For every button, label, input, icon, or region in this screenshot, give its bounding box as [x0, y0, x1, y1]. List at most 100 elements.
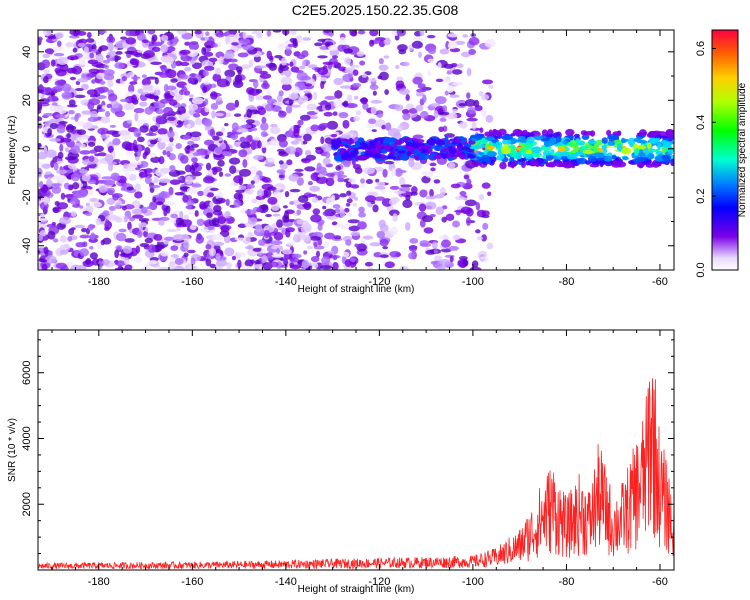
spectrogram-signal-mark: [495, 141, 501, 149]
spectrogram-noise-mark: [204, 98, 209, 106]
spectrogram-signal-mark: [585, 130, 593, 136]
spectrogram-noise-mark: [43, 195, 49, 205]
spectrogram-noise-mark: [433, 110, 439, 119]
spectrogram-noise-mark: [254, 259, 261, 265]
spectrogram-noise-mark: [372, 90, 377, 96]
spectrogram-noise-mark: [87, 101, 95, 110]
spectrogram-noise-mark: [277, 110, 287, 117]
spectrogram-signal-mark: [550, 149, 555, 154]
spectrogram-noise-mark: [217, 159, 225, 167]
spectrogram-y-tick-label: 0: [21, 146, 33, 152]
spectrogram-signal-mark: [475, 144, 486, 149]
spectrogram-noise-mark: [224, 123, 229, 127]
spectrogram-signal-mark: [444, 135, 449, 144]
spectrogram-noise-mark: [272, 213, 281, 217]
spectrogram-noise-mark: [331, 221, 338, 226]
spectrogram-noise-mark: [422, 94, 427, 103]
spectrogram-signal-mark: [529, 160, 539, 167]
spectrogram-noise-mark: [481, 109, 487, 118]
snr-y-axis-label: SNR (10 * v/v): [7, 418, 18, 482]
spectrogram-noise-mark: [368, 118, 377, 125]
spectrogram-noise-mark: [260, 122, 269, 131]
spectrogram-noise-mark: [158, 156, 165, 165]
spectrogram-noise-mark: [452, 220, 461, 228]
spectrogram-noise-mark: [209, 128, 216, 138]
spectrogram-noise-mark: [316, 166, 327, 173]
spectrogram-noise-mark: [367, 267, 374, 270]
spectrogram-noise-mark: [267, 196, 278, 205]
spectrogram-signal-mark: [574, 151, 586, 156]
spectrogram-noise-mark: [437, 265, 446, 270]
spectrogram-noise-mark: [286, 159, 293, 166]
spectrogram-noise-mark: [402, 113, 411, 121]
spectrogram-noise-mark: [186, 187, 199, 194]
spectrogram-noise-mark: [132, 214, 144, 219]
spectrogram-noise-mark: [325, 177, 335, 187]
spectrogram-noise-mark: [466, 117, 478, 122]
spectrogram-noise-mark: [283, 215, 290, 223]
spectrogram-noise-mark: [433, 249, 438, 255]
spectrogram-x-tick-label: -140: [275, 276, 297, 288]
spectrogram-noise-mark: [235, 66, 243, 73]
spectrogram-noise-mark: [228, 157, 241, 165]
spectrogram-noise-mark: [402, 199, 413, 209]
spectrogram-noise-mark: [93, 145, 104, 153]
spectrogram-signal-mark: [359, 155, 368, 161]
spectrogram-noise-mark: [76, 129, 87, 136]
spectrogram-noise-mark: [125, 37, 137, 45]
spectrogram-noise-mark: [89, 245, 94, 250]
spectrogram-noise-mark: [39, 145, 48, 154]
spectrogram-noise-mark: [459, 191, 467, 196]
spectrogram-noise-mark: [115, 245, 123, 251]
spectrogram-noise-mark: [452, 81, 463, 86]
spectrogram-noise-mark: [385, 122, 392, 131]
spectrogram-noise-mark: [183, 90, 191, 96]
spectrogram-noise-mark: [481, 79, 494, 85]
spectrogram-noise-mark: [233, 175, 243, 184]
spectrogram-noise-mark: [265, 213, 272, 218]
spectrogram-noise-mark: [107, 145, 114, 153]
spectrogram-noise-mark: [325, 197, 335, 205]
spectrogram-noise-mark: [56, 169, 68, 175]
spectrogram-noise-mark: [378, 64, 389, 71]
spectrogram-noise-mark: [192, 152, 202, 157]
spectrogram-noise-mark: [468, 48, 477, 56]
spectrogram-noise-mark: [342, 251, 350, 258]
spectrogram-noise-mark: [145, 132, 157, 137]
spectrogram-noise-mark: [70, 227, 76, 231]
spectrogram-signal-mark: [397, 150, 407, 154]
snr-panel: -180 -160 -140 -120 -100 -80 -60 200040006000 …: [7, 329, 675, 595]
spectrogram-noise-mark: [38, 98, 50, 104]
spectrogram-noise-mark: [133, 128, 142, 138]
spectrogram-noise-mark: [175, 217, 185, 226]
spectrogram-signal-mark: [492, 129, 501, 135]
spectrogram-noise-mark: [250, 259, 255, 264]
spectrogram-noise-mark: [76, 137, 88, 141]
spectrogram-noise-mark: [121, 75, 128, 82]
spectrogram-noise-mark: [306, 103, 318, 111]
spectrogram-noise-mark: [486, 242, 494, 250]
spectrogram-noise-mark: [210, 91, 218, 100]
spectrogram-noise-mark: [137, 136, 145, 143]
spectrogram-noise-mark: [409, 237, 419, 244]
spectrogram-noise-mark: [224, 247, 235, 257]
spectrogram-noise-mark: [208, 247, 217, 257]
spectrogram-noise-mark: [44, 174, 49, 179]
spectrogram-noise-mark: [160, 250, 169, 257]
spectrogram-noise-mark: [446, 85, 454, 93]
spectrogram-signal-mark: [484, 131, 492, 137]
spectrogram-noise-mark: [247, 134, 253, 142]
spectrogram-noise-mark: [229, 165, 237, 174]
spectrogram-noise-mark: [206, 192, 214, 198]
spectrogram-noise-mark: [39, 229, 47, 237]
spectrogram-noise-mark: [354, 243, 360, 248]
spectrogram-noise-mark: [249, 165, 258, 175]
spectrogram-noise-mark: [131, 161, 142, 166]
spectrogram-noise-mark: [186, 145, 191, 150]
spectrogram-noise-mark: [320, 265, 333, 270]
spectrogram-noise-mark: [106, 35, 116, 44]
spectrogram-noise-mark: [97, 30, 107, 34]
spectrogram-noise-mark: [56, 202, 69, 210]
spectrogram-noise-mark: [120, 36, 127, 40]
spectrogram-noise-mark: [145, 141, 151, 145]
